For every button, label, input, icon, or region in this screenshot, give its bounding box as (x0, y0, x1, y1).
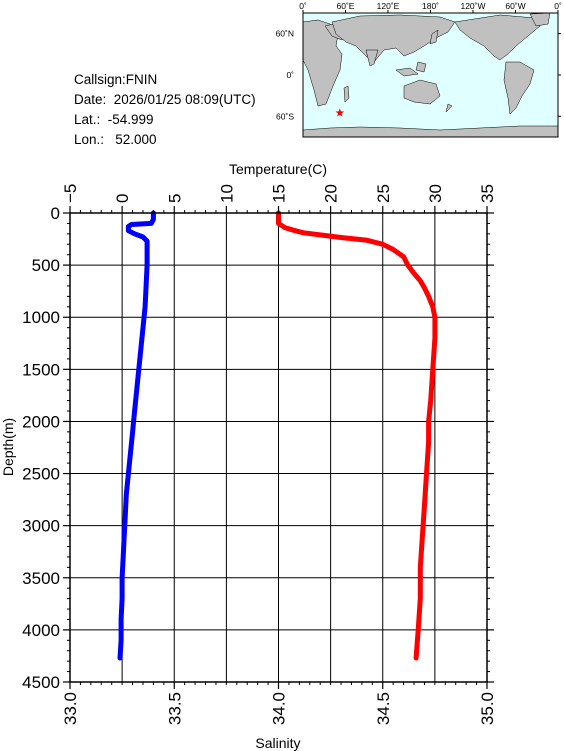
salinity-tick-label: 35.0 (478, 692, 497, 725)
map-longitude-label: 0˚ (299, 1, 307, 11)
map-latitude-label: 60˚N (276, 29, 294, 39)
depth-tick-label: 3000 (22, 517, 60, 536)
map-longitude-label: 120˚W (460, 1, 485, 11)
temperature-tick-label: 25 (374, 184, 393, 203)
map-latitude-label: 0˚ (286, 70, 294, 80)
depth-tick-label: 3500 (22, 569, 60, 588)
star-icon (335, 108, 345, 117)
temperature-tick-label: 0 (113, 194, 132, 203)
temperature-profile-line (117, 210, 156, 661)
longitude-text: Lon.: 52.000 (74, 132, 157, 147)
depth-tick-label: 4500 (22, 673, 60, 692)
station-info: Callsign:FNIN Date: 2026/01/25 08:09(UTC… (74, 70, 256, 150)
salinity-profile-line (276, 210, 438, 661)
salinity-tick-label: 33.0 (61, 692, 80, 725)
temperature-tick-label: 30 (426, 184, 445, 203)
depth-tick-label: 1500 (22, 360, 60, 379)
salinity-tick-label: 34.0 (270, 692, 289, 725)
map-longitude-label: 60˚W (505, 1, 525, 11)
temperature-tick-label: 35 (478, 184, 497, 203)
temperature-tick-label: −5 (61, 184, 80, 203)
salinity-axis-title: Salinity (255, 735, 300, 751)
depth-tick-label: 0 (51, 204, 60, 223)
temperature-tick-label: 5 (165, 194, 184, 203)
latitude-text: Lat.: -54.999 (74, 112, 154, 127)
date-text: Date: 2026/01/25 08:09(UTC) (74, 92, 256, 107)
temperature-tick-label: 15 (270, 184, 289, 203)
map-longitude-label: 60˚E (337, 1, 355, 11)
location-map: 0˚ 60˚E 120˚E 180˚ 120˚W 60˚W 0˚ 60˚N 0˚ 60˚S (276, 1, 562, 138)
callsign-text: Callsign:FNIN (74, 72, 158, 87)
map-longitude-label: 0˚ (554, 1, 562, 11)
temperature-axis-title: Temperature(C) (229, 161, 327, 177)
map-land (303, 13, 558, 137)
temperature-tick-label: 20 (322, 184, 341, 203)
depth-tick-label: 2000 (22, 412, 60, 431)
map-longitude-label: 120˚E (377, 1, 400, 11)
depth-tick-label: 500 (32, 256, 60, 275)
depth-tick-label: 1000 (22, 308, 60, 327)
temperature-tick-label: 10 (217, 184, 236, 203)
depth-axis-title: Depth(m) (0, 418, 16, 476)
map-latitude-label: 60˚S (276, 111, 294, 121)
salinity-tick-label: 34.5 (374, 692, 393, 725)
salinity-tick-label: 33.5 (165, 692, 184, 725)
map-longitude-label: 180˚ (422, 1, 439, 11)
depth-tick-label: 2500 (22, 465, 60, 484)
depth-tick-label: 4000 (22, 621, 60, 640)
profile-series (117, 210, 438, 661)
